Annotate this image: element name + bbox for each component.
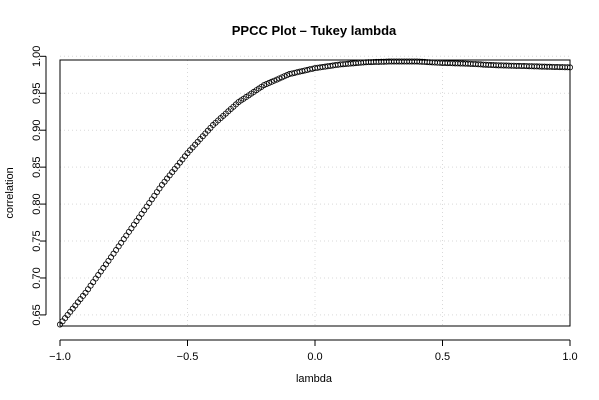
plot-frame [59, 59, 571, 327]
data-points [57, 58, 574, 328]
x-tick-label: 0.0 [307, 351, 322, 363]
data-point [115, 243, 122, 250]
data-point [123, 232, 130, 239]
data-point [87, 282, 94, 289]
grid [59, 55, 571, 326]
y-tick-label: 0.95 [31, 83, 43, 104]
x-tick-label: 1.0 [562, 351, 577, 363]
x-axis: −1.0 −0.5 0.0 0.5 1.0 [49, 339, 578, 363]
data-point [120, 236, 127, 243]
data-point [133, 218, 140, 225]
data-point [125, 228, 132, 235]
data-point [156, 185, 163, 192]
chart-title: PPCC Plot – Tukey lambda [232, 23, 397, 38]
data-point [110, 250, 117, 257]
x-tick-label: −1.0 [49, 351, 71, 363]
y-tick-label: 0.90 [31, 119, 43, 140]
data-point [90, 279, 97, 286]
y-axis: 0.65 0.70 0.75 0.80 0.85 0.90 0.95 1.00 [31, 46, 47, 326]
x-tick-label: 0.5 [435, 351, 450, 363]
x-axis-label: lambda [296, 373, 333, 385]
data-point [151, 192, 158, 199]
data-point [97, 268, 104, 275]
y-tick-label: 1.00 [31, 46, 43, 67]
data-point [138, 210, 145, 217]
data-point [153, 189, 160, 196]
data-point [108, 254, 115, 261]
data-point [141, 207, 148, 214]
data-point [146, 199, 153, 206]
data-point [128, 225, 135, 232]
data-point [102, 261, 109, 268]
data-point [95, 272, 102, 279]
x-tick-label: −0.5 [177, 351, 199, 363]
data-point [148, 196, 155, 203]
y-tick-label: 0.65 [31, 304, 43, 325]
data-point [92, 275, 99, 282]
data-point [85, 286, 92, 293]
y-tick-label: 0.75 [31, 230, 43, 251]
data-point [136, 214, 143, 221]
y-tick-label: 0.85 [31, 156, 43, 177]
data-point [130, 221, 137, 228]
data-point [118, 239, 125, 246]
y-tick-label: 0.80 [31, 193, 43, 214]
y-axis-label: correlation [4, 167, 16, 218]
data-point [105, 257, 112, 264]
data-point [143, 203, 150, 210]
y-tick-label: 0.70 [31, 267, 43, 288]
data-point [113, 247, 120, 254]
data-point [100, 264, 107, 271]
